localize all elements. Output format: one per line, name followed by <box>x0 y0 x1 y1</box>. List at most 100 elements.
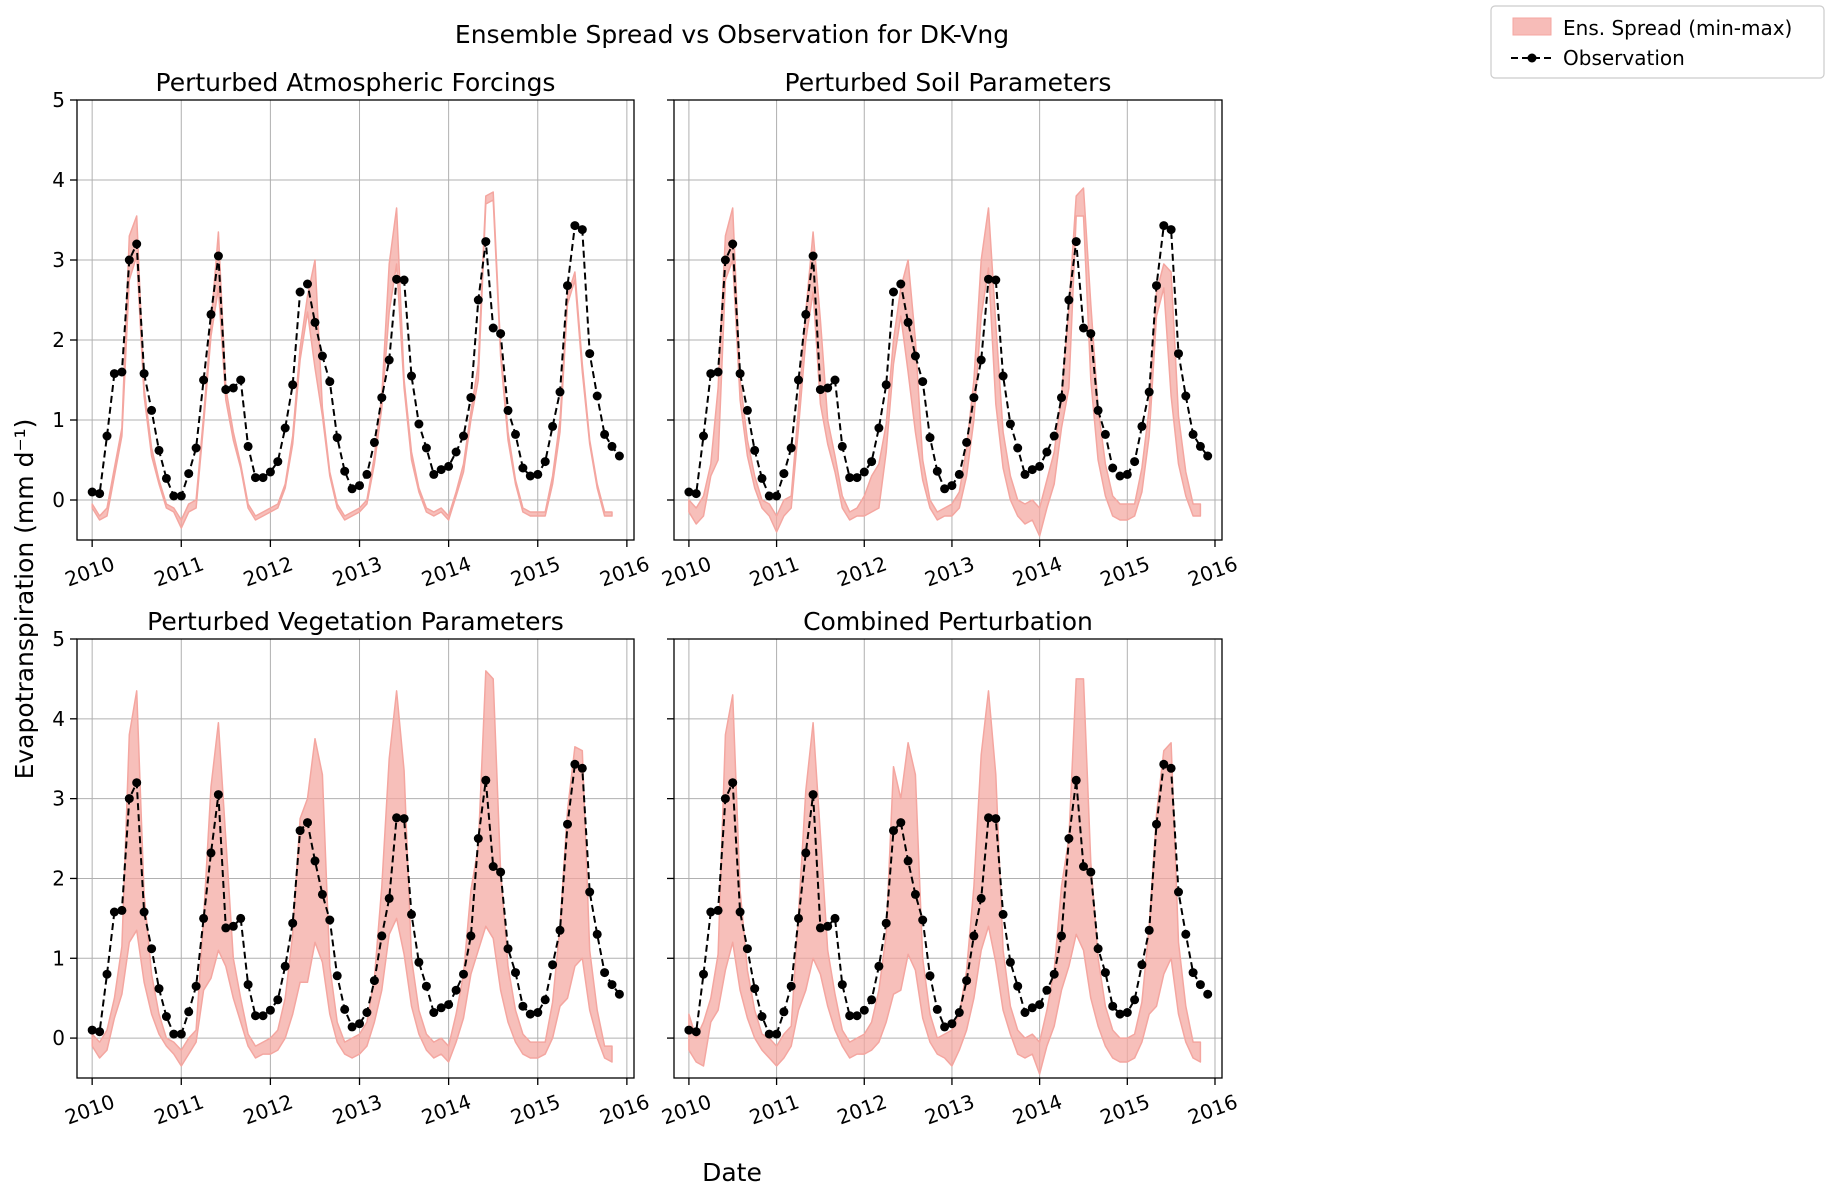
observation-point <box>830 913 840 923</box>
observation-point <box>503 944 513 954</box>
observation-point <box>867 995 877 1005</box>
observation-point <box>1203 989 1213 999</box>
observation-point <box>1181 929 1191 939</box>
observation-point <box>1166 763 1176 773</box>
observation-point <box>852 1011 862 1021</box>
observation-point <box>1057 931 1066 941</box>
observation-point <box>132 778 142 788</box>
observation-point <box>109 369 119 379</box>
observation-point <box>976 893 986 903</box>
observation-point <box>377 931 387 941</box>
observation-point <box>169 1029 179 1039</box>
observation-point <box>1159 759 1169 769</box>
observation-point <box>102 969 112 979</box>
observation-point <box>325 915 335 925</box>
observation-point <box>801 309 811 319</box>
observation-point <box>954 469 964 479</box>
observation-point <box>845 1011 855 1021</box>
observation-point <box>764 491 774 501</box>
observation-point <box>903 856 913 866</box>
observation-point <box>399 814 409 824</box>
observation-point <box>525 1009 535 1019</box>
observation-point <box>473 834 483 843</box>
observation-point <box>525 471 535 481</box>
observation-point <box>1086 329 1096 339</box>
observation-point <box>199 375 209 385</box>
observation-point <box>808 790 818 800</box>
observation-point <box>984 813 993 823</box>
observation-point <box>488 862 498 871</box>
observation-point <box>310 317 320 327</box>
observation-point <box>570 759 580 769</box>
observation-point <box>1005 419 1015 429</box>
observation-point <box>206 848 216 858</box>
observation-point <box>117 905 127 915</box>
observation-point <box>132 239 142 249</box>
observation-point <box>87 487 97 497</box>
observation-point <box>918 377 928 387</box>
legend-spread-swatch <box>1512 17 1552 36</box>
observation-point <box>563 281 572 291</box>
observation-point <box>191 443 201 453</box>
y-tick-label: 3 <box>52 248 65 272</box>
observation-point <box>998 371 1008 381</box>
observation-point <box>258 473 268 483</box>
observation-point <box>518 1001 528 1011</box>
observation-point <box>600 968 610 978</box>
observation-point <box>414 957 424 967</box>
observation-point <box>815 923 825 933</box>
observation-point <box>903 317 913 327</box>
observation-point <box>889 287 898 297</box>
observation-point <box>1188 968 1198 978</box>
observation-point <box>139 369 149 379</box>
observation-point <box>713 905 723 915</box>
ensemble-spread-band <box>688 678 1202 1075</box>
observation-point <box>533 469 543 479</box>
observation-point <box>1005 957 1015 967</box>
subplot-title: Combined Perturbation <box>803 607 1093 636</box>
observation-point <box>852 473 862 483</box>
observation-point <box>251 1011 260 1021</box>
observation-point <box>881 918 891 928</box>
observation-point <box>355 1019 364 1029</box>
observation-point <box>607 441 617 451</box>
observation-point <box>288 918 298 928</box>
observation-point <box>991 275 1001 285</box>
observation-point <box>109 907 119 917</box>
observation-point <box>954 1008 964 1017</box>
observation-point <box>1064 834 1074 843</box>
observation-point <box>1035 1000 1045 1010</box>
observation-point <box>742 944 752 954</box>
observation-point <box>896 818 906 828</box>
observation-point <box>1166 225 1176 235</box>
observation-point <box>213 790 223 800</box>
observation-point <box>176 1029 186 1039</box>
observation-point <box>265 467 275 477</box>
observation-point <box>794 913 803 923</box>
observation-point <box>592 391 602 401</box>
observation-point <box>1152 281 1161 291</box>
observation-point <box>1013 443 1023 453</box>
observation-point <box>280 423 290 433</box>
observation-point <box>540 995 550 1005</box>
observation-point <box>1071 775 1081 785</box>
observation-point <box>228 383 238 393</box>
observation-point <box>735 369 745 379</box>
observation-point <box>1137 960 1147 970</box>
observation-point <box>414 419 424 429</box>
observation-point <box>459 969 468 979</box>
observation-point <box>940 1022 950 1032</box>
observation-point <box>384 893 394 903</box>
observation-point <box>614 451 624 461</box>
observation-point <box>1203 451 1213 461</box>
observation-point <box>867 457 877 467</box>
observation-point <box>407 371 416 381</box>
observation-point <box>496 867 506 877</box>
observation-point <box>976 355 986 365</box>
observation-point <box>1137 421 1147 431</box>
observation-point <box>369 437 379 447</box>
observation-point <box>600 429 610 439</box>
observation-point <box>947 481 957 491</box>
observation-point <box>1027 1003 1037 1013</box>
observation-point <box>95 489 105 499</box>
